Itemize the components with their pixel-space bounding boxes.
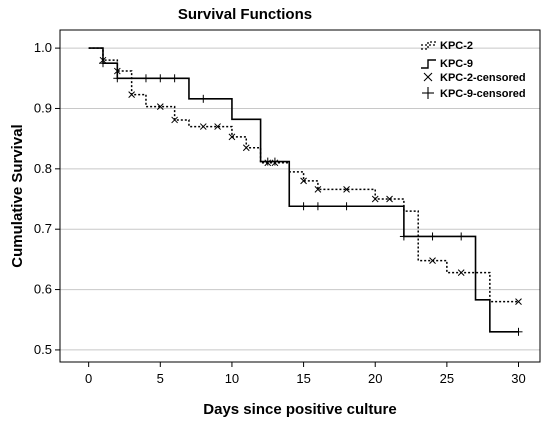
y-axis-ticks: 0.5 0.6 0.7 0.8 0.9 1.0 xyxy=(34,40,60,357)
censor-marker-kpc2-8 xyxy=(242,144,250,152)
censor-marker-kpc2-5 xyxy=(199,123,207,130)
censor-marker-kpc9-2 xyxy=(141,74,150,83)
censor-marker-kpc9-14 xyxy=(514,327,523,336)
censor-marker-kpc2-16 xyxy=(429,257,436,264)
y-tick-label-0: 0.5 xyxy=(34,342,52,357)
x-tick-label-6: 30 xyxy=(511,371,525,386)
censor-marker-kpc2-17 xyxy=(457,269,465,277)
y-tick-label-5: 1.0 xyxy=(34,40,52,55)
censor-marker-kpc2-7 xyxy=(228,133,236,141)
censor-marker-kpc2-11 xyxy=(300,177,307,185)
x-tick-label-3: 15 xyxy=(296,371,310,386)
legend-kpc2-swatch-step xyxy=(421,41,436,50)
censor-marker-kpc9-5 xyxy=(199,94,208,103)
y-tick-label-2: 0.7 xyxy=(34,221,52,236)
censor-marker-kpc9-12 xyxy=(428,232,437,241)
censor-marker-kpc9-8 xyxy=(299,202,308,211)
legend-kpc9-swatch xyxy=(421,59,436,69)
y-axis-label: Cumulative Survival xyxy=(9,124,26,267)
censor-marker-kpc9-1 xyxy=(113,74,122,83)
y-tick-label-1: 0.6 xyxy=(34,282,52,297)
legend-kpc2-censored-marker xyxy=(423,72,433,82)
x-axis-label: Days since positive culture xyxy=(203,401,396,418)
legend-kpc9-label: KPC-9 xyxy=(440,58,473,70)
censor-marker-kpc9-0 xyxy=(98,59,107,68)
x-tick-label-5: 25 xyxy=(440,371,454,386)
legend-kpc9-censored-label: KPC-9-censored xyxy=(440,88,526,100)
censor-marker-kpc2-4 xyxy=(171,116,178,124)
censor-marker-kpc2-15 xyxy=(386,195,393,203)
censor-marker-kpc9-3 xyxy=(156,74,165,83)
censor-marker-kpc9-11 xyxy=(399,232,408,241)
legend-kpc9-censored-marker xyxy=(422,87,434,99)
x-axis-ticks: 0 5 10 15 20 25 30 xyxy=(85,362,526,386)
legend-kpc2-label: KPC-2 xyxy=(440,40,473,52)
series-line-kpc9 xyxy=(88,47,519,333)
censor-marker-kpc2-12 xyxy=(314,186,322,193)
censor-marker-kpc2-2 xyxy=(128,91,135,98)
x-tick-label-2: 10 xyxy=(225,371,239,386)
censor-marker-kpc2-3 xyxy=(156,103,164,111)
legend-kpc2-censored-label: KPC-2-censored xyxy=(440,72,526,84)
censor-marker-kpc2-18 xyxy=(515,298,522,305)
grid-lines xyxy=(60,47,540,351)
series-kpc9 xyxy=(88,47,523,336)
censor-marker-kpc2-14 xyxy=(371,195,379,203)
x-tick-label-4: 20 xyxy=(368,371,382,386)
plot-frame xyxy=(59,29,541,363)
censor-marker-kpc9-13 xyxy=(457,232,466,241)
x-tick-label-0: 0 xyxy=(85,371,92,386)
y-tick-label-4: 0.9 xyxy=(34,100,52,115)
y-tick-label-3: 0.8 xyxy=(34,161,52,176)
legend: KPC-2 KPC-9 KPC-2-censored KPC-9-censore… xyxy=(421,40,526,100)
censor-marker-kpc9-6 xyxy=(263,157,272,166)
censor-marker-kpc9-9 xyxy=(313,202,322,211)
censor-marker-kpc2-13 xyxy=(343,186,350,193)
series-layer xyxy=(88,47,523,336)
censor-marker-kpc9-7 xyxy=(270,157,279,166)
series-line-kpc2 xyxy=(88,47,519,303)
x-tick-label-1: 5 xyxy=(157,371,164,386)
censor-marker-kpc9-4 xyxy=(170,74,179,83)
series-kpc2 xyxy=(88,47,522,305)
chart-title: Survival Functions xyxy=(178,6,312,23)
censor-marker-kpc2-6 xyxy=(214,123,221,130)
censor-marker-kpc9-10 xyxy=(342,202,351,211)
